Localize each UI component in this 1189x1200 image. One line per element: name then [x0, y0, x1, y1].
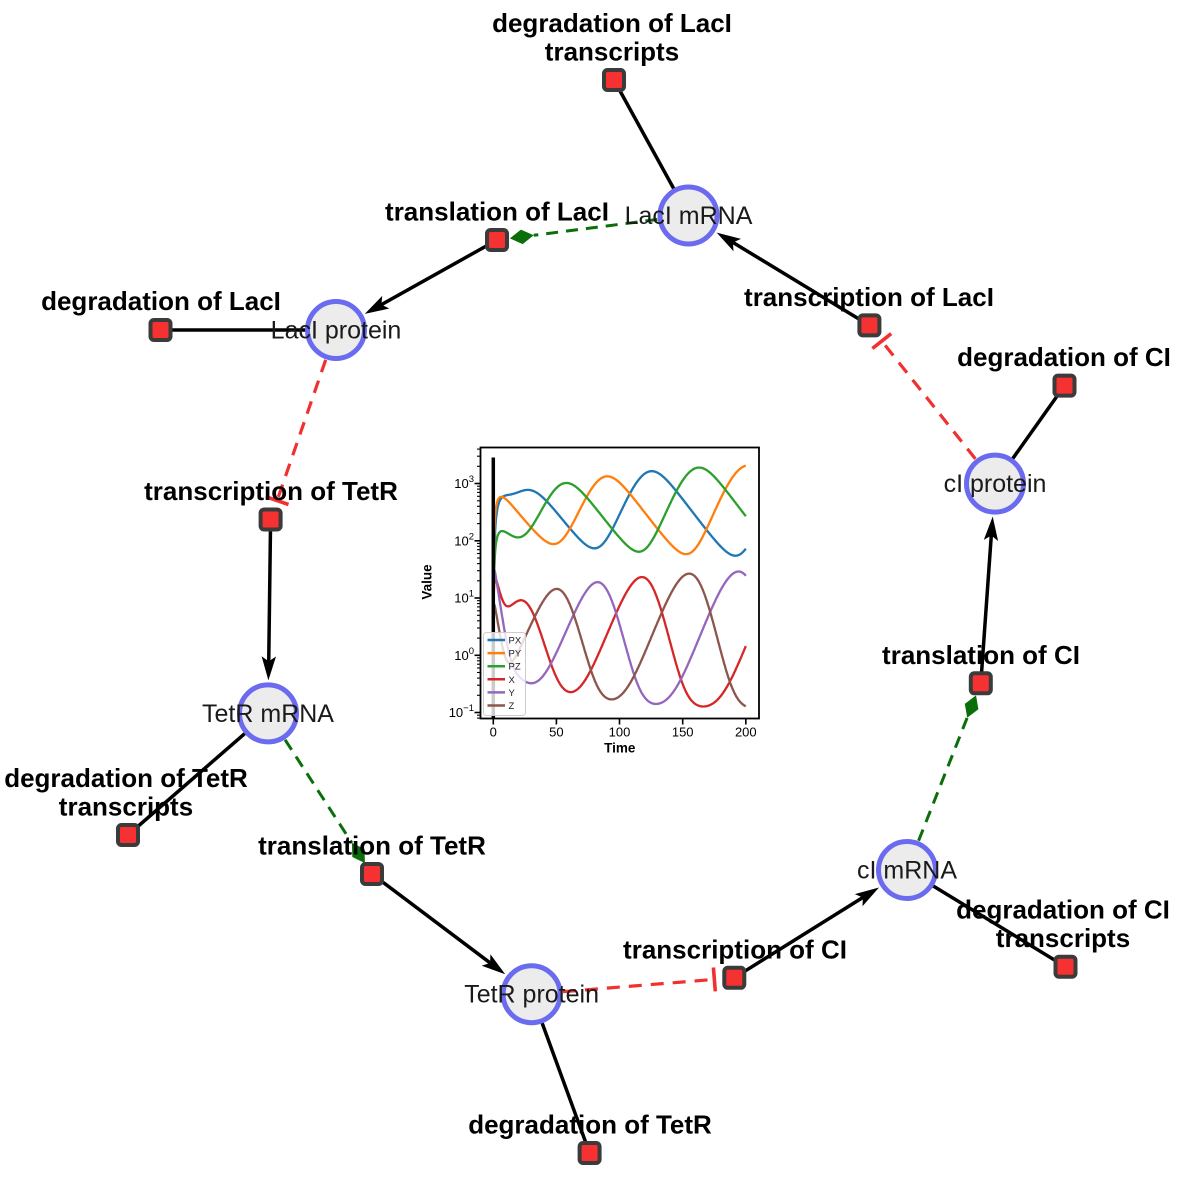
svg-text:transcripts: transcripts: [996, 923, 1130, 953]
svg-text:cI mRNA: cI mRNA: [857, 857, 957, 885]
svg-text:PX: PX: [509, 636, 522, 647]
svg-text:Y: Y: [509, 688, 516, 699]
svg-text:LacI mRNA: LacI mRNA: [625, 202, 753, 230]
svg-text:degradation of LacI: degradation of LacI: [492, 8, 732, 38]
svg-text:50: 50: [549, 725, 563, 740]
svg-text:degradation of LacI: degradation of LacI: [41, 286, 281, 316]
svg-text:transcription of LacI: transcription of LacI: [744, 282, 994, 312]
svg-text:Time: Time: [604, 740, 636, 755]
svg-text:PZ: PZ: [509, 662, 521, 673]
svg-text:transcripts: transcripts: [545, 37, 679, 67]
svg-text:LacI protein: LacI protein: [271, 317, 402, 345]
svg-text:cI protein: cI protein: [944, 470, 1047, 498]
svg-text:150: 150: [672, 725, 694, 740]
svg-text:200: 200: [735, 725, 757, 740]
svg-text:degradation of CI: degradation of CI: [957, 342, 1171, 372]
svg-text:translation of TetR: translation of TetR: [258, 831, 486, 861]
svg-text:100: 100: [609, 725, 631, 740]
svg-text:transcription of CI: transcription of CI: [623, 934, 847, 964]
svg-text:transcripts: transcripts: [59, 792, 193, 822]
svg-text:TetR protein: TetR protein: [464, 981, 599, 1009]
svg-text:degradation of TetR: degradation of TetR: [468, 1110, 712, 1140]
svg-text:0: 0: [490, 725, 497, 740]
svg-text:transcription of TetR: transcription of TetR: [144, 476, 398, 506]
svg-text:translation of LacI: translation of LacI: [385, 197, 609, 227]
svg-text:PY: PY: [509, 649, 522, 660]
svg-text:translation of CI: translation of CI: [882, 640, 1080, 670]
svg-text:X: X: [509, 675, 516, 686]
svg-text:Value: Value: [420, 564, 435, 600]
svg-text:degradation of CI: degradation of CI: [956, 895, 1170, 925]
svg-text:Z: Z: [509, 701, 515, 712]
svg-text:TetR mRNA: TetR mRNA: [202, 700, 334, 728]
svg-text:degradation of TetR: degradation of TetR: [4, 763, 248, 793]
